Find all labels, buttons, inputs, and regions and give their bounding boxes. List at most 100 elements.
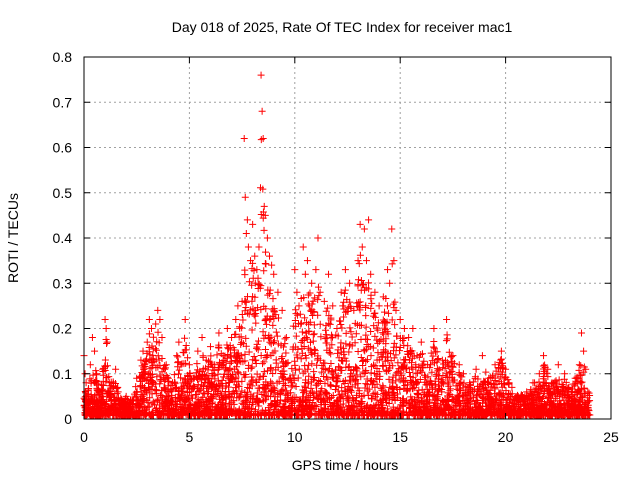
noise-mark [390,347,397,355]
noise-mark [251,279,259,287]
noise-mark [384,349,392,357]
noise-mark [411,400,419,408]
noise-mark [310,330,318,338]
noise-mark [326,320,334,328]
noise-mark [543,401,551,409]
noise-mark [373,365,381,373]
noise-mark [245,348,253,356]
noise-mark [353,411,361,419]
noise-mark [439,371,447,379]
noise-mark [315,377,323,385]
noise-mark [428,368,436,376]
noise-mark [306,410,314,418]
noise-mark [547,402,555,410]
noise-mark [374,326,382,334]
noise-mark [327,382,335,390]
noise-mark [298,349,306,357]
noise-mark [433,411,441,419]
noise-mark [220,356,228,364]
noise-mark [399,378,407,386]
scatter-point [118,397,126,405]
noise-mark [201,409,209,417]
scatter-point [299,243,307,251]
scatter-point [114,383,122,391]
noise-mark [206,383,214,391]
noise-mark [322,331,330,339]
scatter-point [274,288,282,296]
noise-mark [493,411,501,419]
noise-mark [391,395,399,403]
noise-mark [246,381,254,389]
noise-mark [100,411,108,419]
noise-mark [466,408,474,416]
noise-mark [199,411,207,419]
noise-mark [232,330,240,338]
noise-mark [328,333,336,341]
noise-mark [371,313,379,321]
noise-mark [86,375,94,383]
noise-mark [321,407,329,415]
noise-mark [371,369,379,377]
scatter-point [466,379,474,387]
noise-mark [226,359,234,367]
scatter-point [478,352,486,360]
noise-mark [494,401,502,409]
noise-mark [444,389,452,397]
noise-mark [288,405,296,413]
noise-mark [106,382,114,390]
noise-mark [281,340,289,348]
noise-mark [305,320,313,328]
noise-mark [240,397,248,405]
noise-mark [248,363,256,371]
noise-mark [383,394,391,402]
scatter-points [80,71,592,405]
noise-mark [270,308,278,316]
y-tick-label: 0.1 [53,366,73,382]
scatter-point [379,293,387,301]
noise-mark [148,390,156,398]
scatter-point [173,352,181,360]
noise-mark [148,370,156,378]
noise-mark [472,410,480,418]
noise-mark [226,376,234,384]
scatter-point [508,383,516,391]
noise-mark [231,346,239,354]
noise-mark [153,338,161,346]
scatter-point [258,107,266,115]
noise-mark [396,334,404,342]
noise-mark [294,320,302,328]
noise-mark [382,325,390,333]
noise-mark [213,351,221,359]
scatter-point [497,347,505,355]
noise-mark [416,375,424,383]
scatter-point [270,270,278,278]
noise-mark [367,291,375,299]
noise-mark [194,409,202,417]
noise-mark [526,411,534,419]
x-tick-label: 0 [80,429,88,445]
noise-mark [294,311,302,319]
scatter-point [240,134,248,142]
noise-mark [264,286,272,294]
noise-mark [370,310,378,318]
scatter-point [455,361,463,369]
noise-mark [343,307,351,315]
noise-mark [373,336,381,344]
noise-mark [301,362,309,370]
noise-mark [155,356,163,364]
noise-mark [241,396,249,404]
noise-mark [469,378,477,386]
scatter-point [251,252,259,260]
x-tick-label: 25 [603,429,619,445]
noise-mark [260,372,268,380]
noise-mark [89,371,97,379]
noise-mark [443,373,451,381]
noise-mark [519,397,527,405]
noise-mark [507,411,515,419]
noise-mark [334,376,342,384]
noise-mark [299,336,307,344]
noise-mark [564,384,572,392]
scatter-point [242,229,250,237]
noise-mark [564,410,572,418]
noise-mark [145,410,153,418]
